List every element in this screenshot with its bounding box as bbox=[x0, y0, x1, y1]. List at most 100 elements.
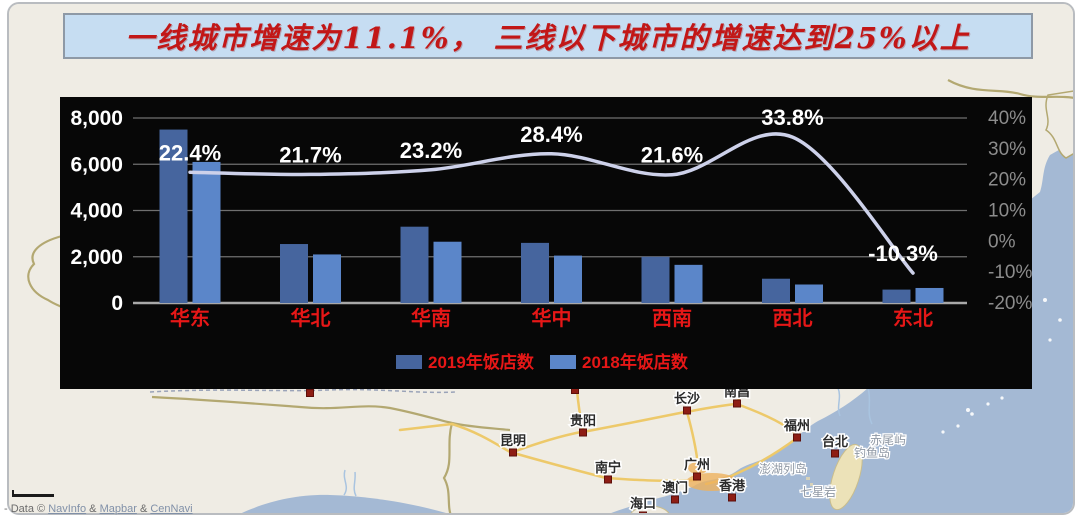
growth-point-label: 28.4% bbox=[520, 122, 582, 147]
category-label-西北: 西北 bbox=[773, 307, 813, 330]
map-city-label: 昆明 bbox=[500, 433, 526, 448]
right-axis-label: -10% bbox=[988, 262, 1032, 283]
bar-2018年饭店数-东北 bbox=[915, 287, 944, 303]
right-axis-label: -20% bbox=[988, 293, 1032, 314]
category-label-东北: 东北 bbox=[893, 306, 933, 330]
map-sea bbox=[611, 141, 1073, 513]
bar-2019年饭店数-华东 bbox=[159, 129, 188, 303]
legend-label: 2018年饭店数 bbox=[582, 352, 689, 372]
island-taiwan bbox=[829, 443, 863, 511]
map-city-dot bbox=[793, 433, 801, 442]
island-hainan bbox=[630, 505, 670, 513]
bar-2019年饭店数-东北 bbox=[882, 289, 911, 303]
map-sea-label: 赤尾屿 bbox=[870, 433, 906, 447]
border-dashed bbox=[149, 388, 456, 394]
map-city-label: 长沙 bbox=[674, 391, 700, 406]
growth-point-label: 21.7% bbox=[279, 142, 341, 167]
map-city-label: 福州 bbox=[783, 418, 810, 433]
map-city-label: 海口 bbox=[630, 496, 656, 511]
map-city-dot bbox=[306, 389, 314, 397]
right-axis-label: 20% bbox=[988, 170, 1026, 191]
right-axis-label: 0% bbox=[988, 231, 1016, 252]
bar-2018年饭店数-华中 bbox=[554, 255, 582, 303]
river-delta bbox=[343, 469, 357, 497]
growth-point-label: 33.8% bbox=[761, 105, 823, 130]
border-northwest bbox=[27, 234, 65, 309]
island-penghu bbox=[806, 477, 813, 486]
attribution-link-navinfo[interactable]: NavInfo bbox=[48, 503, 87, 515]
title-banner: 一线城市增速为11.1%， 三线以下城市的增速达到25%以上 bbox=[63, 13, 1033, 59]
urban-area-guangzhou bbox=[688, 462, 708, 474]
bar-2018年饭店数-华北 bbox=[313, 254, 341, 303]
map-sea-label: 七星岩 bbox=[800, 484, 836, 499]
bar-2019年饭店数-华南 bbox=[400, 226, 429, 303]
map-city-dot bbox=[509, 448, 517, 457]
map-city-dot bbox=[831, 449, 839, 458]
attribution-link-cennavi[interactable]: CenNavi bbox=[150, 503, 193, 515]
left-axis-label: 4,000 bbox=[70, 200, 123, 223]
category-label-华南: 华南 bbox=[411, 306, 451, 330]
growth-point-label: 21.6% bbox=[641, 143, 703, 168]
map-city-dot bbox=[639, 511, 647, 513]
bar-2018年饭店数-西南 bbox=[674, 264, 703, 303]
map-attribution: - Data © NavInfo & Mapbar & CenNavi bbox=[4, 503, 193, 515]
category-label-西南: 西南 bbox=[652, 307, 692, 330]
map-city-label: 贵阳 bbox=[570, 413, 596, 428]
roads bbox=[398, 386, 799, 486]
left-axis-label: 2,000 bbox=[70, 246, 123, 269]
map-sea-label: 钓鱼岛 bbox=[854, 445, 890, 460]
attribution-sep: & bbox=[139, 503, 148, 515]
legend-label: 2019年饭店数 bbox=[428, 352, 535, 372]
map-city-dot bbox=[579, 428, 587, 437]
bar-2018年饭店数-西北 bbox=[795, 284, 823, 303]
border-vietnam bbox=[442, 422, 454, 513]
bar-2018年饭店数-华南 bbox=[433, 241, 462, 303]
map-city-label: 广州 bbox=[684, 457, 710, 472]
map-peninsula bbox=[1045, 90, 1073, 159]
title-banner-text: 一线城市增速为11.1%， 三线以下城市的增速达到25%以上 bbox=[125, 21, 971, 55]
map-city-dot bbox=[683, 406, 691, 415]
growth-point-label: 22.4% bbox=[159, 140, 221, 165]
attribution-link-mapbar[interactable]: Mapbar bbox=[99, 503, 137, 515]
category-label-华东: 华东 bbox=[170, 306, 210, 330]
category-label-华中: 华中 bbox=[532, 306, 572, 330]
map-scale-bar bbox=[12, 490, 54, 497]
chart-panel: 8,000 6,000 4,000 2,000 0 40% 30% 20% 10% 0% -10% -… bbox=[60, 97, 1032, 389]
map-city-dot bbox=[728, 493, 736, 502]
bar-2019年饭店数-西南 bbox=[641, 256, 670, 303]
map-city-label: 澳门 bbox=[662, 480, 688, 495]
legend-swatch bbox=[550, 355, 576, 369]
right-axis-label: 30% bbox=[988, 139, 1026, 160]
left-axis-label: 6,000 bbox=[70, 153, 123, 176]
growth-trend-line bbox=[188, 132, 915, 275]
map-sea-label: 澎湖列岛 bbox=[759, 461, 807, 476]
border-south bbox=[151, 395, 511, 432]
map-city-dot bbox=[671, 495, 679, 504]
legend-swatch bbox=[396, 355, 422, 369]
bar-2019年饭店数-华北 bbox=[280, 244, 308, 303]
category-label-华北: 华北 bbox=[291, 306, 331, 330]
right-axis-label: 10% bbox=[988, 201, 1026, 222]
map-city-dot bbox=[693, 472, 701, 481]
left-axis-label: 0 bbox=[111, 292, 123, 315]
map-city-dot bbox=[733, 399, 741, 408]
map-sea-bay bbox=[241, 494, 446, 513]
map-city-dot bbox=[604, 475, 612, 484]
island-specks bbox=[941, 298, 1062, 434]
map-city-label: 香港 bbox=[718, 478, 746, 493]
rivers bbox=[837, 387, 873, 425]
attribution-sep: & bbox=[89, 503, 97, 515]
map-city-label: 台北 bbox=[822, 434, 848, 449]
right-axis-label: 40% bbox=[988, 108, 1026, 129]
left-axis-label: 8,000 bbox=[70, 107, 123, 130]
bar-2019年饭店数-西北 bbox=[762, 278, 790, 303]
border-northeast bbox=[947, 79, 1073, 99]
growth-point-label: 23.2% bbox=[400, 138, 462, 163]
bar-2019年饭店数-华中 bbox=[521, 242, 549, 303]
growth-point-label: -10.3% bbox=[868, 241, 938, 266]
hotel-count-chart: 8,000 6,000 4,000 2,000 0 40% 30% 20% 10% 0% -10% -… bbox=[70, 105, 1032, 372]
map-city-label: 南宁 bbox=[595, 460, 621, 475]
bar-2018年饭店数-华东 bbox=[192, 161, 221, 303]
attribution-prefix: - Data © bbox=[4, 503, 46, 515]
